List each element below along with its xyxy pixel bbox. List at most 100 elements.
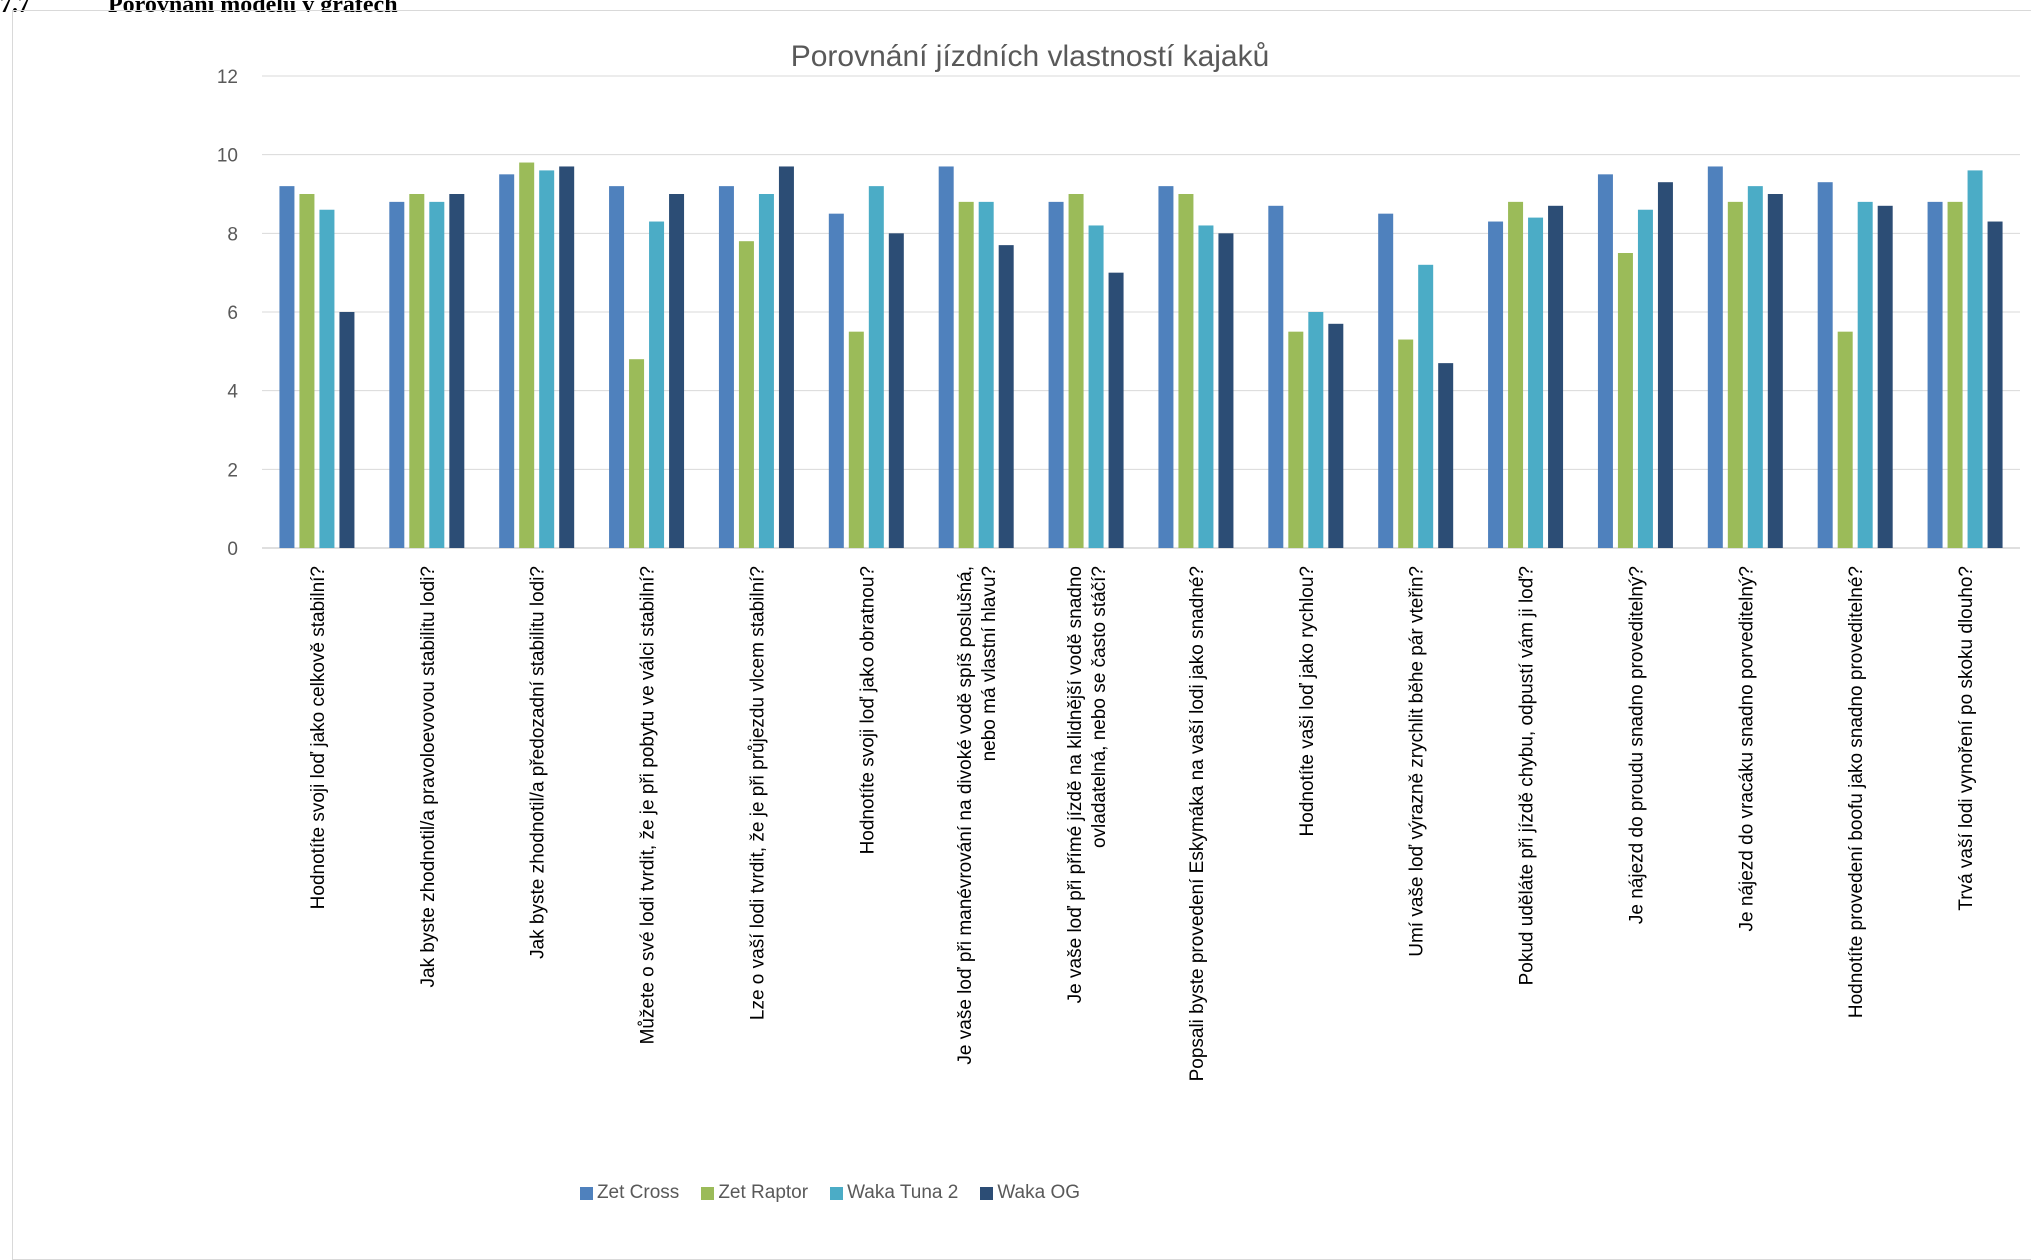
x-tick-label: Je nájezd do proudu snadno proveditelný? — [1626, 566, 1647, 924]
x-tick-label: Je nájezd do vracáku snadno porveditelný… — [1736, 566, 1757, 931]
x-tick-label-line: Jak byste zhodnotil/a předozadní stabili… — [528, 566, 549, 959]
y-axis-ticks: 0 2 4 6 8 10 12 — [217, 67, 239, 560]
bar — [1158, 186, 1174, 548]
legend-item: Waka Tuna 2 — [830, 1182, 958, 1204]
x-tick-label-line: Hodnotíte vaši loď jako rychlou? — [1297, 566, 1318, 836]
x-tick-label: Hodnotíte svoji loď jako celkově stabiln… — [308, 566, 329, 909]
x-tick-label: Jak byste zhodnotil/a pravoloevovou stab… — [418, 566, 439, 987]
document-section-heading: 7.7Porovnání modelů v grafech — [0, 0, 398, 12]
bar — [1617, 253, 1633, 548]
x-tick-label-line: nebo má vlastní hlavu? — [979, 566, 1000, 761]
bar — [998, 245, 1014, 548]
bar — [1088, 225, 1104, 548]
x-tick-label: Je vaše loď při přímé jízdě na klidnější… — [1065, 566, 1110, 1003]
bar — [1877, 205, 1893, 549]
bar — [629, 359, 645, 548]
x-tick-label: Hodnotíte svoji loď jako obratnou? — [857, 566, 878, 854]
bar — [609, 186, 625, 548]
bar — [299, 194, 315, 548]
bar — [718, 186, 734, 548]
x-tick-label-line: Umí vaše loď výrazně zrychlit běhe pár v… — [1407, 566, 1428, 957]
bar — [1108, 272, 1124, 548]
x-tick-label: Můžete o své lodi tvrdit, že je při poby… — [638, 566, 659, 1044]
bar — [1068, 194, 1084, 548]
legend-label: Waka Tuna 2 — [847, 1182, 959, 1203]
x-tick-label-line: Pokud uděláte při jízdě chybu, odpustí v… — [1517, 566, 1538, 985]
x-tick-label-line: Hodnotíte provedení boofu jako snadno pr… — [1846, 566, 1867, 1018]
bar — [669, 194, 685, 548]
bar — [499, 174, 515, 549]
x-tick-label-line: Je vaše loď při manévrování na divoké vo… — [955, 566, 976, 1065]
bar — [1548, 205, 1564, 549]
x-tick-label-line: Lze o vaší lodi tvrdit, že je při průjez… — [747, 566, 768, 1020]
bar-series — [279, 162, 2003, 549]
bar — [429, 201, 445, 548]
legend-swatch — [830, 1186, 844, 1200]
bar — [1488, 221, 1504, 549]
gridlines — [262, 75, 2020, 549]
bar — [778, 166, 794, 548]
x-tick-label-line: Můžete o své lodi tvrdit, že je při poby… — [638, 566, 659, 1044]
y-tick-label: 6 — [227, 303, 238, 324]
x-tick-label: Trvá vaší lodi vynoření po skoku dlouho? — [1956, 566, 1977, 911]
bar — [1178, 194, 1194, 548]
bar — [519, 162, 535, 549]
x-tick-label: Hodnotíte provedení boofu jako snadno pr… — [1846, 566, 1867, 1018]
x-tick-label: Hodnotíte vaši loď jako rychlou? — [1297, 566, 1318, 836]
bar — [649, 221, 665, 549]
x-tick-label: Pokud uděláte při jízdě chybu, odpustí v… — [1517, 566, 1538, 985]
x-tick-label: Popsali byste provedení Eskymáka na vaší… — [1187, 566, 1208, 1081]
y-tick-label: 4 — [227, 382, 238, 403]
bar — [1048, 201, 1064, 548]
bar — [1707, 166, 1723, 548]
section-title: Porovnání modelů v grafech — [108, 0, 398, 12]
bar — [1378, 213, 1394, 548]
bar — [1767, 194, 1783, 548]
legend-label: Zet Cross — [596, 1182, 680, 1203]
bar — [1947, 201, 1963, 548]
bar — [449, 194, 465, 548]
bar — [1418, 264, 1434, 548]
legend-item: Zet Cross — [579, 1182, 680, 1204]
bar — [828, 213, 844, 548]
bar — [1727, 201, 1743, 548]
bar — [1597, 174, 1613, 549]
bar — [1328, 323, 1344, 548]
bar — [978, 201, 994, 548]
bar — [868, 186, 884, 548]
x-axis-labels: Hodnotíte svoji loď jako celkově stabiln… — [308, 566, 1977, 1081]
bar — [848, 331, 864, 548]
bar — [1398, 339, 1414, 548]
bar — [1837, 331, 1853, 548]
y-tick-label: 10 — [217, 146, 238, 167]
bar — [1987, 221, 2003, 549]
bar — [1637, 209, 1653, 548]
x-tick-label-line: Hodnotíte svoji loď jako celkově stabiln… — [308, 566, 329, 909]
bar — [1268, 205, 1284, 549]
bar — [559, 166, 575, 548]
bar — [1198, 225, 1214, 548]
bar — [888, 233, 904, 549]
section-number: 7.7 — [0, 0, 108, 12]
legend-swatch — [980, 1186, 994, 1200]
bar — [409, 194, 425, 548]
x-tick-label-line: Trvá vaší lodi vynoření po skoku dlouho? — [1956, 566, 1977, 911]
bar — [1657, 182, 1673, 548]
bar — [1817, 182, 1833, 548]
x-tick-label: Umí vaše loď výrazně zrychlit běhe pár v… — [1407, 566, 1428, 957]
bar — [389, 201, 405, 548]
bar — [758, 194, 774, 548]
legend-item: Waka OG — [980, 1182, 1080, 1204]
bar — [738, 241, 754, 548]
chart-title: Porovnání jízdních vlastností kajaků — [791, 40, 1270, 73]
x-tick-label-line: Je nájezd do vracáku snadno porveditelný… — [1736, 566, 1757, 931]
x-tick-label: Jak byste zhodnotil/a předozadní stabili… — [528, 566, 549, 959]
bar — [1308, 312, 1324, 548]
y-tick-label: 12 — [217, 67, 238, 88]
bar — [938, 166, 954, 548]
y-tick-label: 8 — [227, 224, 238, 245]
bar — [1218, 233, 1234, 549]
bar — [1508, 201, 1524, 548]
chart-legend: Zet Cross Zet Raptor Waka Tuna 2 Waka OG — [0, 1182, 1660, 1204]
legend-label: Zet Raptor — [718, 1182, 809, 1203]
